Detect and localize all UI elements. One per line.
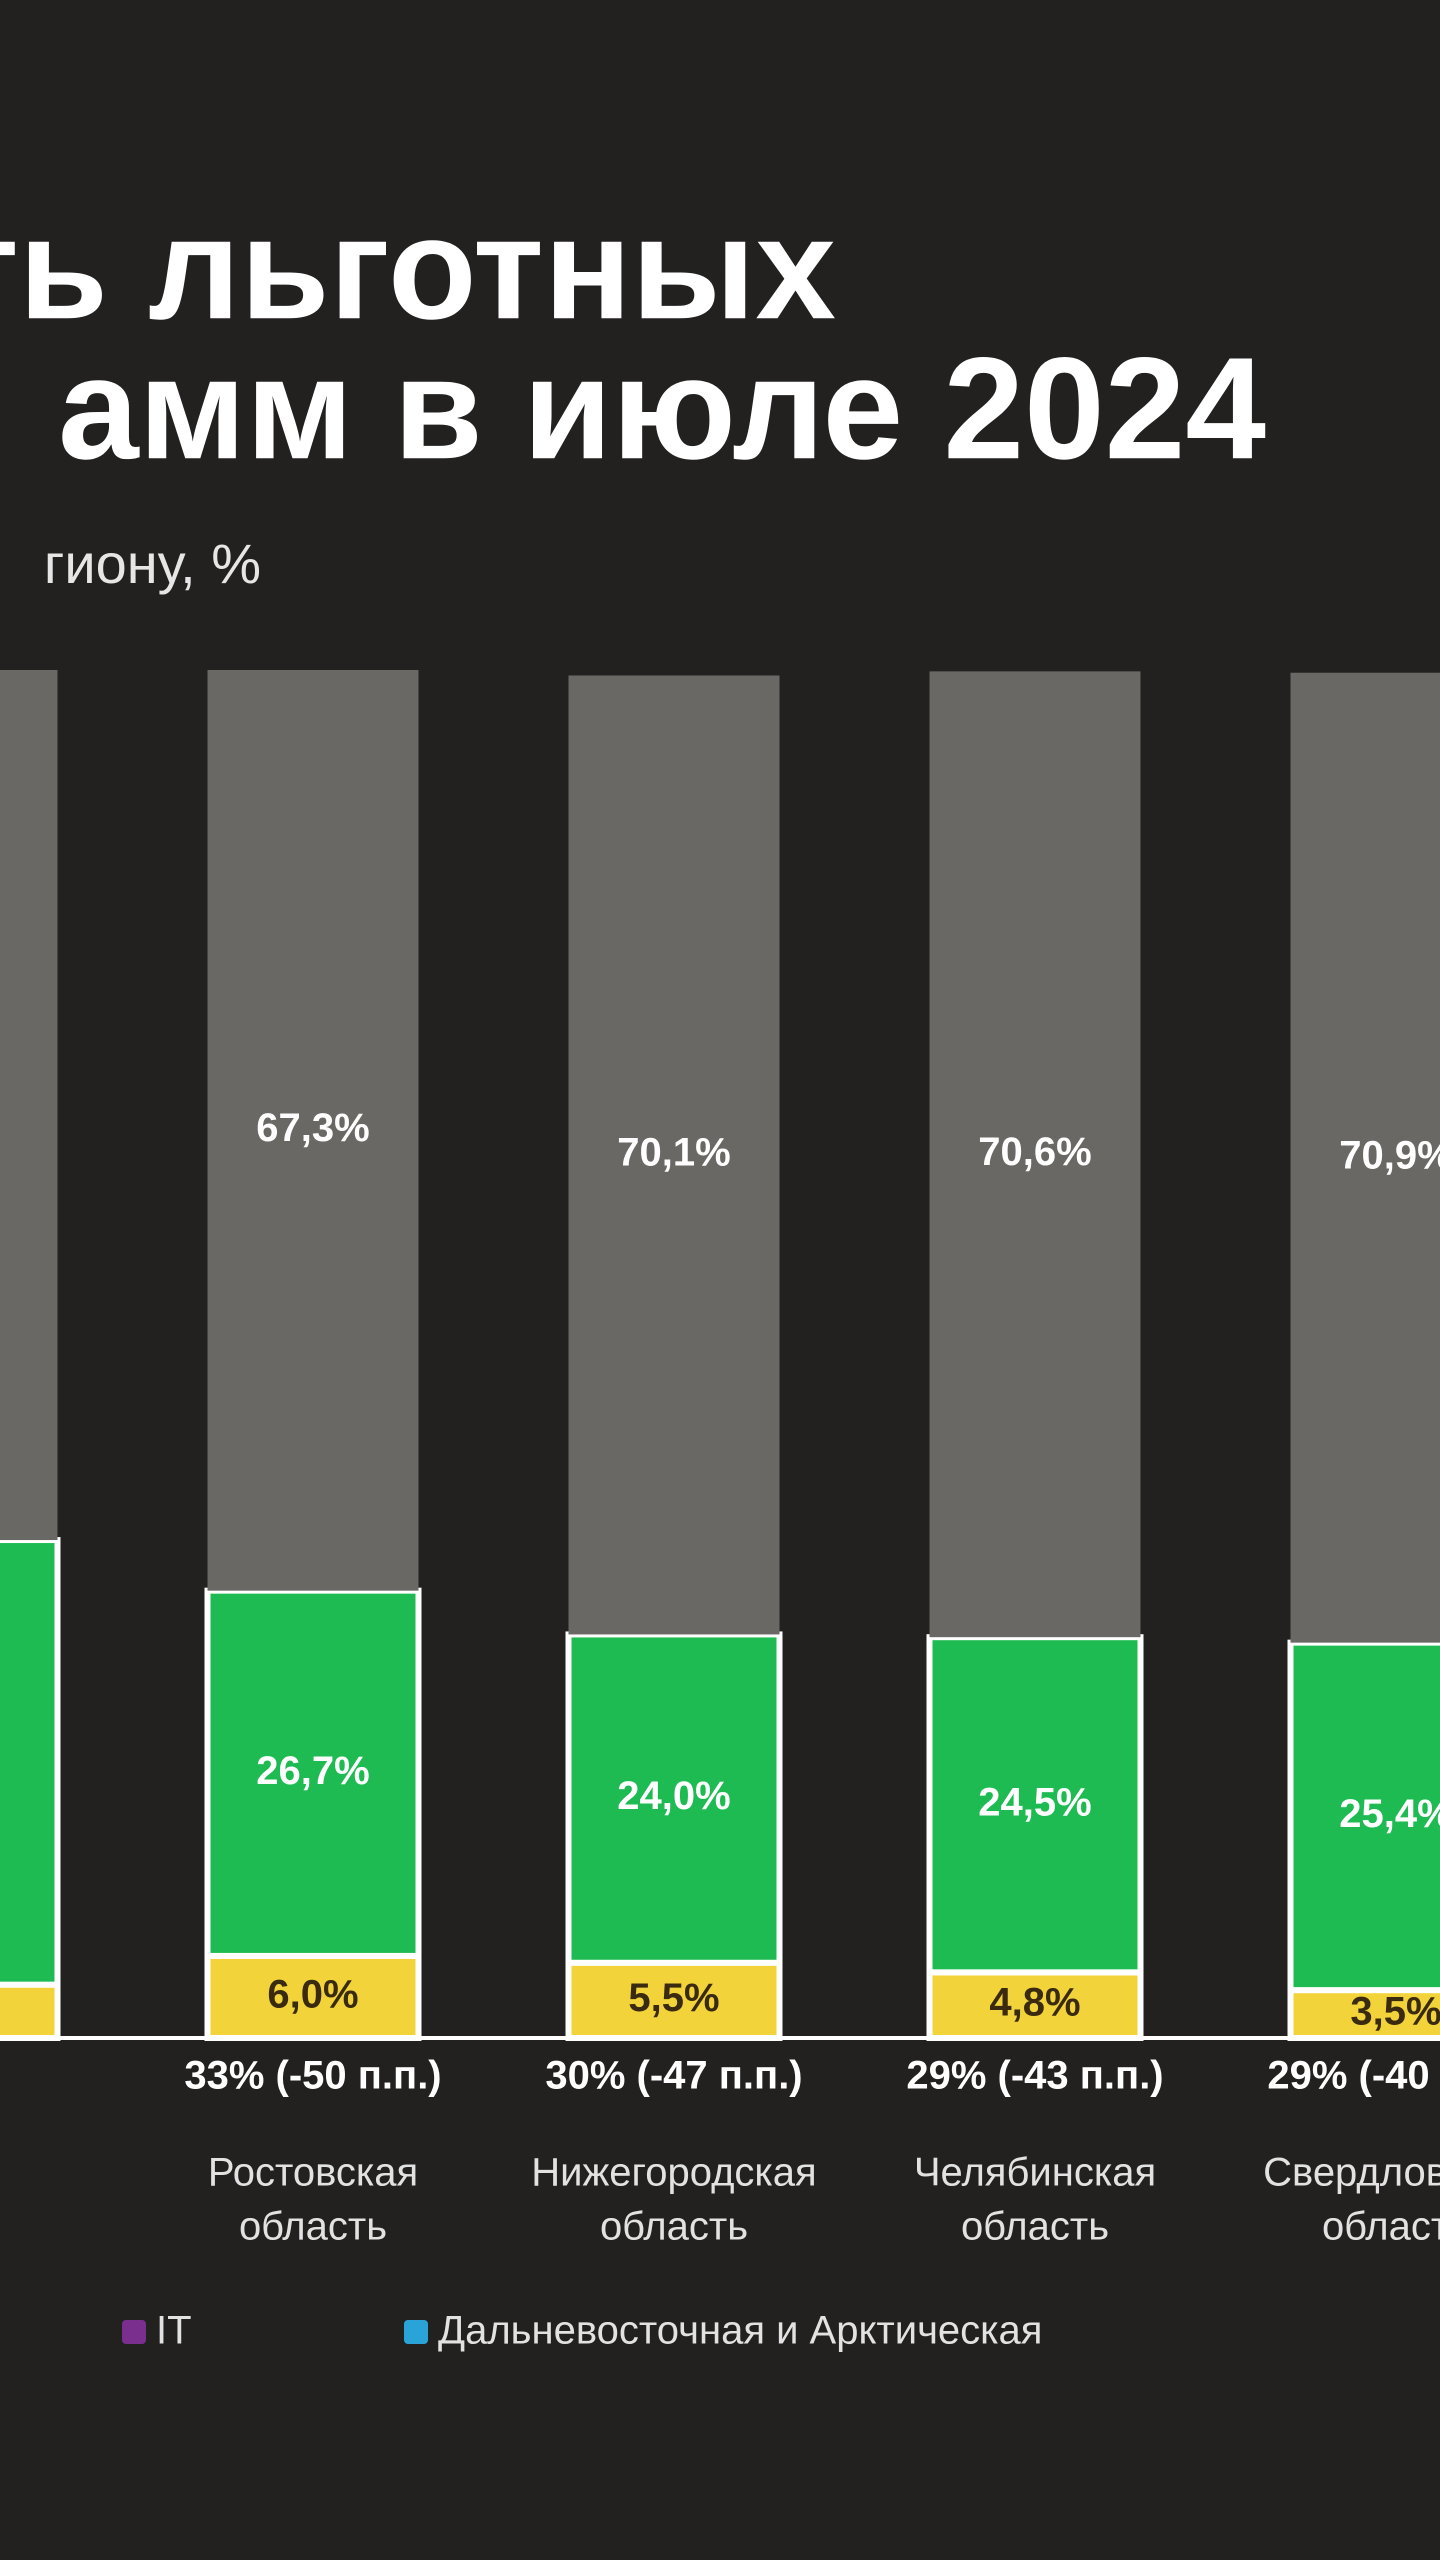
category-delta: 33% (-50 п.п.) [184, 2054, 441, 2098]
x-tick-label: Свердловская [1263, 2151, 1440, 2195]
bar-segment [204, 1587, 422, 1959]
bar-segment [926, 1969, 1144, 2042]
value-label: 25,4% [1339, 1792, 1440, 1836]
value-label: 4,8% [989, 1981, 1080, 2025]
category-delta: 29% (-43 п.п.) [906, 2054, 1163, 2098]
value-label: 24,0% [617, 1774, 730, 1818]
legend-label: IT [156, 2309, 192, 2353]
bar-segment [929, 671, 1141, 1638]
x-tick-label: область [239, 2205, 387, 2249]
legend-marker [122, 2320, 146, 2344]
bar-segment [207, 670, 419, 1591]
x-tick-label: Челябинская [914, 2151, 1156, 2195]
bar-segment [926, 1634, 1144, 1976]
legend-marker [404, 2320, 428, 2344]
value-label: 6,0% [267, 1973, 358, 2017]
bar-segment [0, 1981, 61, 2041]
chart-title: ть льготных [0, 187, 836, 349]
value-label: 70,9% [1339, 1133, 1440, 1177]
value-label: 70,1% [617, 1131, 730, 1175]
value-label: 5,5% [628, 1976, 719, 2020]
x-tick-label: область [600, 2205, 748, 2249]
chart-title: амм в июле 2024 [58, 327, 1266, 489]
bar-segment [0, 1537, 61, 1988]
category-delta: 30% (-47 п.п.) [545, 2054, 802, 2098]
value-label: 24,5% [978, 1780, 1091, 1824]
category-delta: 29% (-40 п.п.) [1267, 2054, 1440, 2098]
x-tick-label: область [1322, 2205, 1440, 2249]
value-label: 67,3% [256, 1106, 369, 1150]
value-label: 26,7% [256, 1749, 369, 1793]
bar-segment [0, 670, 58, 1541]
bar-segment [565, 1631, 783, 1966]
bar-segment [1287, 1639, 1440, 1994]
x-tick-label: Ростовская [208, 2151, 418, 2195]
legend-label: Дальневосточная и Арктическая [438, 2309, 1042, 2353]
bar-segment [1290, 672, 1440, 1643]
value-label: 70,6% [978, 1130, 1091, 1174]
bar-segment [568, 675, 780, 1635]
x-tick-label: Нижегородская [531, 2151, 816, 2195]
bar-segment [565, 1959, 783, 2042]
value-label: 3,5% [1350, 1990, 1440, 2034]
chart-subtitle: гиону, % [44, 532, 261, 595]
x-tick-label: область [961, 2205, 1109, 2249]
